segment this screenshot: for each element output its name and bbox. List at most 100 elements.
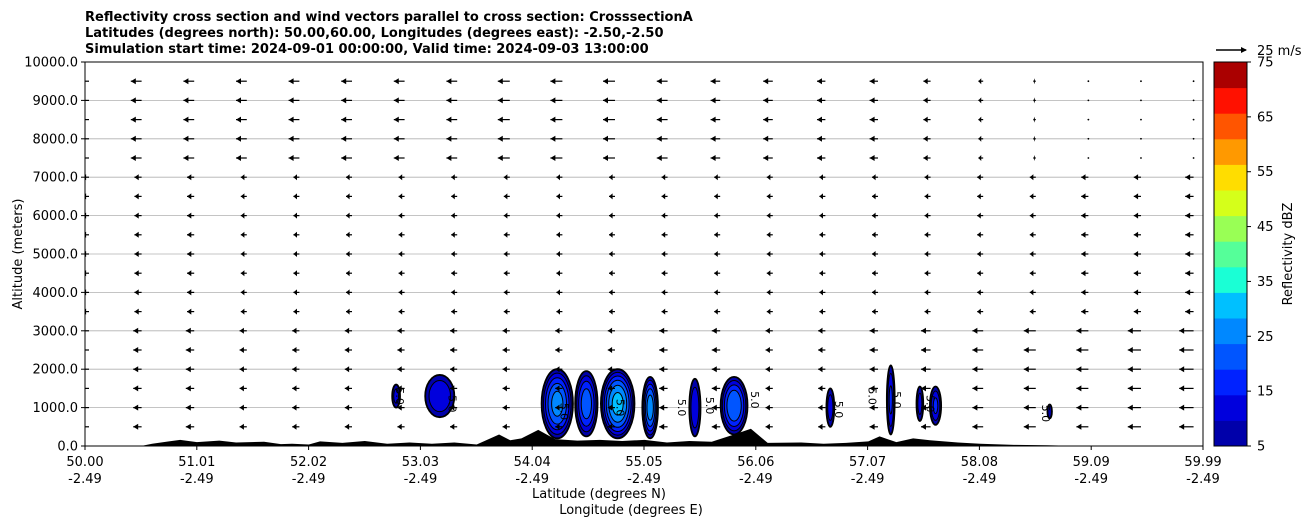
x-tick-label-latitude: 58.08 bbox=[961, 455, 998, 470]
wind-vector-head bbox=[871, 308, 876, 315]
wind-vector-head bbox=[1023, 327, 1029, 334]
x-tick-label-longitude: -2.49 bbox=[739, 472, 773, 487]
reflectivity-contour-15dbz bbox=[932, 397, 939, 415]
wind-vector-head bbox=[871, 251, 876, 257]
reflectivity-cell bbox=[825, 387, 836, 428]
wind-vector-head bbox=[344, 404, 350, 411]
reflectivity-cell bbox=[719, 375, 749, 436]
wind-vector-head bbox=[292, 347, 297, 353]
wind-vector-head bbox=[502, 327, 507, 334]
wind-vector-head bbox=[924, 251, 929, 257]
reflectivity-contour-10dbz bbox=[827, 394, 834, 421]
colorbar-swatch bbox=[1214, 215, 1247, 242]
wind-vector-head bbox=[869, 97, 875, 104]
wind-vector-head bbox=[293, 231, 297, 238]
reflectivity-cell bbox=[688, 377, 702, 438]
wind-vector-head bbox=[819, 174, 823, 181]
wind-vector-head bbox=[1179, 423, 1185, 430]
wind-vector-head bbox=[393, 135, 399, 142]
y-tick-label: 5000.0 bbox=[33, 248, 79, 263]
wind-vector bbox=[1087, 137, 1090, 140]
wind-vector-head bbox=[240, 212, 245, 219]
wind-vector-head bbox=[1029, 174, 1034, 181]
wind-vector-head bbox=[711, 404, 717, 411]
wind-vector-head bbox=[819, 231, 823, 238]
wind-vector-head bbox=[235, 78, 241, 85]
wind-vector-head bbox=[1133, 174, 1139, 181]
wind-vector-head bbox=[766, 231, 771, 238]
wind-vector-head bbox=[920, 347, 926, 353]
colorbar-swatch bbox=[1214, 190, 1247, 217]
wind-vector-head bbox=[293, 308, 297, 315]
wind-vector-head bbox=[185, 347, 191, 353]
contour-label: 5.0 bbox=[1039, 405, 1052, 423]
wind-vector-head bbox=[134, 212, 139, 219]
wind-vector-head bbox=[972, 327, 978, 334]
wind-vector-head bbox=[924, 289, 929, 296]
wind-vector-head bbox=[186, 251, 192, 257]
wind-vector-head bbox=[240, 289, 245, 296]
wind-vector bbox=[1140, 157, 1142, 159]
wind-vector-head bbox=[714, 308, 718, 315]
wind-vector-head bbox=[920, 404, 926, 411]
wind-vector-head bbox=[608, 270, 613, 277]
contour-label: 5.0 bbox=[703, 397, 716, 415]
y-tick-label: 4000.0 bbox=[33, 286, 79, 301]
wind-vector-head bbox=[240, 174, 245, 181]
wind-vector-head bbox=[659, 347, 665, 353]
wind-vector-head bbox=[451, 174, 455, 181]
wind-vector-head bbox=[659, 423, 665, 430]
wind-vector-head bbox=[293, 270, 297, 277]
wind-vector-head bbox=[503, 289, 508, 296]
wind-vector-head bbox=[288, 155, 294, 161]
wind-vector-head bbox=[1185, 289, 1191, 296]
wind-vector bbox=[1140, 80, 1142, 83]
wind-vector-head bbox=[923, 135, 928, 142]
wind-vector bbox=[1192, 118, 1195, 121]
wind-vector-head bbox=[920, 327, 926, 334]
colorbar-swatch bbox=[1214, 113, 1247, 140]
wind-vector-head bbox=[133, 327, 139, 334]
wind-vector-head bbox=[659, 404, 665, 411]
wind-vector-head bbox=[451, 251, 455, 257]
wind-vector-head bbox=[763, 135, 769, 142]
contour-label: 5.0 bbox=[924, 395, 937, 413]
wind-vector-head bbox=[1185, 174, 1191, 181]
x-tick-label-latitude: 56.06 bbox=[737, 455, 774, 470]
wind-vector-head bbox=[608, 231, 613, 238]
wind-vector-head bbox=[239, 366, 244, 373]
wind-vector-head bbox=[1081, 289, 1086, 296]
reflectivity-contour-5dbz bbox=[1046, 403, 1053, 420]
wind-vector-head bbox=[185, 366, 191, 373]
wind-vector-head bbox=[449, 327, 455, 334]
wind-vector-head bbox=[133, 366, 139, 373]
wind-vector-head bbox=[397, 366, 402, 373]
wind-vector-head bbox=[661, 308, 666, 315]
wind-vector-head bbox=[497, 97, 503, 104]
wind-vector-head bbox=[288, 97, 294, 104]
wind-vector-head bbox=[607, 347, 613, 353]
wind-vector-head bbox=[1033, 78, 1035, 85]
x-tick-label-latitude: 52.02 bbox=[290, 455, 327, 470]
wind-vector-head bbox=[1133, 231, 1139, 238]
reflectivity-contour-20dbz bbox=[580, 388, 593, 420]
colorbar-tick-label: 5 bbox=[1257, 440, 1265, 455]
wind-vector-head bbox=[1185, 231, 1191, 238]
wind-vector-head bbox=[345, 289, 350, 296]
wind-vector-head bbox=[130, 155, 136, 161]
wind-vector-head bbox=[607, 327, 613, 334]
wind-vector-head bbox=[183, 135, 189, 142]
contour-label: 5.0 bbox=[446, 395, 459, 413]
wind-vector-head bbox=[398, 174, 403, 181]
wind-vector-head bbox=[763, 155, 769, 161]
reflectivity-contour-25dbz bbox=[551, 390, 564, 417]
x-tick-label-longitude: -2.49 bbox=[1186, 472, 1220, 487]
reflectivity-cell bbox=[1046, 403, 1053, 420]
wind-vector-head bbox=[503, 270, 508, 277]
wind-vector-head bbox=[1081, 308, 1086, 315]
wind-vector-head bbox=[871, 231, 876, 238]
wind-vector-head bbox=[449, 404, 455, 411]
wind-vector-head bbox=[818, 347, 823, 353]
wind-vector-head bbox=[978, 135, 982, 142]
wind-vector-head bbox=[766, 308, 771, 315]
